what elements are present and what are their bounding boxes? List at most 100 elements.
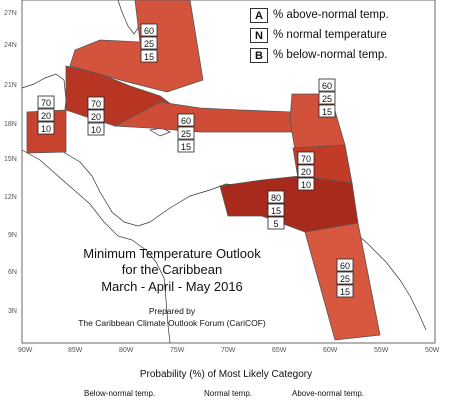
prob-box-belize-honduras: 70 20 10 [37,95,55,135]
prob-above-value: 60 [340,261,350,271]
legend-item-normal: N % normal temperature [250,25,426,45]
credit-organization: The Caribbean Climate Outlook Forum (Car… [78,318,266,328]
prob-normal-value: 25 [340,274,350,284]
prob-cell-above [318,78,336,92]
lon-tick-55w: 55W [374,347,389,354]
prob-above-value: 70 [91,99,101,109]
legend-item-below: B % below-normal temp. [250,45,426,65]
prob-cell-below [267,216,285,230]
prob-normal-value: 20 [91,112,101,122]
central-america-pacific-coast [21,149,133,241]
prob-cell-below [318,104,336,118]
south-america-west-coast [131,239,171,344]
prob-cell-above [87,96,105,110]
prob-below-value: 10 [41,124,51,134]
lon-tick-50w: 50W [425,347,440,354]
prob-cell-below [37,121,55,135]
map-legend: A % above-normal temp. N % normal temper… [250,5,426,65]
latitude-ticks: 27N 24N 21N 18N 15N 12N 9N 6N 3N [4,10,17,315]
prob-box-leeward: 60 25 15 [318,78,336,118]
longitude-ticks: 90W 85W 80W 75W 70W 65W 60W 55W 50W [18,347,440,354]
map-title-line3: March - April - May 2016 [101,279,243,294]
lon-tick-85w: 85W [68,347,83,354]
lat-tick-24n: 24N [4,42,17,49]
prob-cell-normal [267,203,285,217]
prob-normal-value: 20 [41,111,51,121]
prob-cell-below [87,122,105,136]
lon-tick-60w: 60W [323,347,338,354]
legend-label-above: % above-normal temp. [273,9,389,21]
prob-cell-above [297,151,315,165]
lon-tick-75w: 75W [170,347,185,354]
prob-below-value: 15 [322,107,332,117]
probability-caption: Probability (%) of Most Likely Category [139,369,313,380]
prob-below-value: 5 [273,219,278,229]
prob-above-value: 60 [181,116,191,126]
lon-tick-65w: 65W [272,347,287,354]
prob-cell-above [336,258,354,272]
prob-cell-normal [140,36,158,50]
prob-cell-below [177,139,195,153]
prob-normal-value: 25 [322,94,332,104]
prob-above-value: 80 [271,193,281,203]
lon-tick-80w: 80W [119,347,134,354]
lat-tick-9n: 9N [8,232,17,239]
prob-below-value: 10 [301,180,311,190]
prob-normal-value: 20 [301,167,311,177]
credit-prepared-by: Prepared by [149,306,196,316]
category-label-above: Above-normal temp. [292,389,365,398]
legend-key-a: A [250,7,268,23]
legend-key-b: B [250,47,268,63]
prob-cell-normal [297,164,315,178]
prob-above-value: 70 [41,98,51,108]
prob-cell-normal [336,271,354,285]
prob-normal-value: 15 [271,206,281,216]
central-america-coast [51,141,151,227]
prob-cell-above [177,113,195,127]
prob-below-value: 10 [91,125,101,135]
legend-item-above: A % above-normal temp. [250,5,426,25]
prob-box-bahamas: 60 25 15 [140,23,158,63]
lat-tick-27n: 27N [4,10,17,17]
prob-cell-above [37,95,55,109]
prob-cell-normal [318,91,336,105]
prob-box-guianas: 60 25 15 [336,258,354,298]
prob-cell-normal [177,126,195,140]
category-label-below: Below-normal temp. [84,389,156,398]
prob-cell-below [336,284,354,298]
lat-tick-6n: 6N [8,269,17,276]
prob-above-value: 60 [322,81,332,91]
legend-label-normal: % normal temperature [273,29,387,41]
prob-cell-above [267,190,285,204]
prob-above-value: 60 [144,26,154,36]
prob-box-windward: 70 20 10 [297,151,315,191]
lat-tick-3n: 3N [8,308,17,315]
prob-cell-normal [37,108,55,122]
legend-key-n: N [250,27,268,43]
category-labels: Below-normal temp. Normal temp. Above-no… [0,389,452,401]
prob-below-value: 15 [340,287,350,297]
lat-tick-21n: 21N [4,82,17,89]
prob-box-cuba: 70 20 10 [87,96,105,136]
prob-below-value: 15 [144,52,154,62]
prob-normal-value: 25 [144,39,154,49]
lon-tick-70w: 70W [221,347,236,354]
lat-tick-18n: 18N [4,121,17,128]
legend-label-below: % below-normal temp. [273,49,388,61]
lon-tick-90w: 90W [18,347,33,354]
category-label-normal: Normal temp. [204,389,253,398]
lat-tick-15n: 15N [4,156,17,163]
prob-above-value: 70 [301,154,311,164]
lat-tick-12n: 12N [4,194,17,201]
map-title-line1: Minimum Temperature Outlook [83,246,261,261]
prob-cell-below [297,177,315,191]
map-title-line2: for the Caribbean [122,262,222,277]
prob-cell-normal [87,109,105,123]
prob-box-hispaniola: 60 25 15 [177,113,195,153]
prob-below-value: 15 [181,142,191,152]
prob-cell-above [140,23,158,37]
prob-normal-value: 25 [181,129,191,139]
prob-cell-below [140,49,158,63]
prob-box-south-caribbean: 80 15 5 [267,190,285,230]
